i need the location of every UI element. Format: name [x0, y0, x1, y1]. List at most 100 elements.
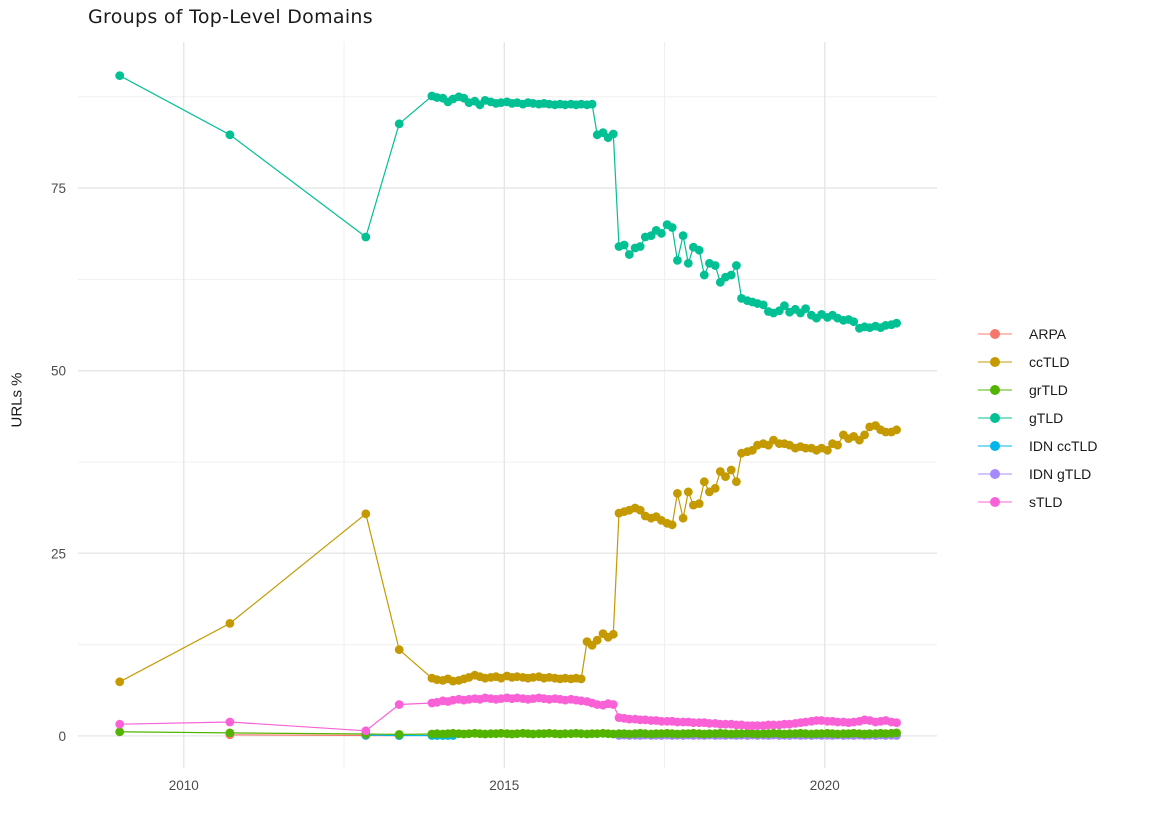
legend-key-gtld-icon	[978, 413, 1012, 423]
series-cctld-point	[361, 509, 371, 519]
series-grtld-point	[225, 728, 235, 738]
legend-item-idn-gtld: IDN gTLD	[977, 460, 1097, 488]
series-gtld-point	[758, 300, 768, 310]
y-tick-label: 50	[51, 364, 66, 379]
legend-item-idn-cctld: IDN ccTLD	[977, 432, 1097, 460]
series-grtld-point	[394, 730, 404, 739]
series-gtld-point	[587, 99, 597, 109]
legend-key-point	[990, 413, 1000, 423]
legend-item-arpa: ARPA	[977, 320, 1097, 348]
legend-item-grtld: grTLD	[977, 376, 1097, 404]
series-cctld-point	[673, 489, 682, 498]
series-cctld-point	[394, 645, 404, 655]
legend-key-cctld-icon	[978, 357, 1012, 367]
series-cctld-point	[115, 677, 125, 687]
legend-key-point	[990, 441, 1000, 451]
x-tick-label: 2010	[169, 778, 199, 793]
series-cctld-point	[667, 520, 677, 530]
y-tick-label: 25	[51, 546, 66, 561]
gridlines-major	[78, 42, 937, 768]
legend-label-gtld: gTLD	[1029, 410, 1064, 426]
chart-title: Groups of Top-Level Domains	[88, 6, 373, 28]
series-gtld-point	[732, 261, 741, 270]
series-cctld-point	[592, 635, 602, 645]
series-grtld-point	[892, 728, 901, 738]
series-stld-point	[892, 718, 901, 728]
series-stld-point	[608, 700, 618, 709]
legend-key-point	[990, 357, 1000, 367]
series-gtld-point	[780, 301, 789, 311]
legend-key-idn-gtld-icon	[978, 469, 1012, 479]
legend-key-idn-cctld-icon	[978, 441, 1012, 451]
series-stld-point	[361, 726, 371, 736]
legend-key-point	[990, 497, 1000, 507]
series-gtld-point	[115, 71, 125, 80]
y-tick-label: 0	[58, 729, 66, 744]
series-gtld-point	[673, 256, 682, 265]
series-cctld-point	[732, 477, 741, 487]
series-stld	[115, 693, 901, 736]
series-cctld-point	[721, 472, 730, 481]
series-gtld-point	[619, 240, 629, 250]
legend-key-point	[990, 469, 1000, 479]
series-cctld-point	[635, 505, 645, 515]
legend-key-grtld-icon	[978, 385, 1012, 395]
axis-tick-labels: 0 25 50 75 2010 2015 2020	[51, 181, 840, 793]
series-cctld-point	[833, 440, 842, 450]
series-cctld-point	[726, 465, 736, 475]
series-gtld-point	[801, 304, 810, 313]
series-gtld	[115, 71, 901, 333]
legend-label-stld: sTLD	[1029, 494, 1063, 510]
series-gtld-point	[624, 250, 634, 259]
series-gtld-point	[635, 242, 645, 251]
series-cctld-point	[699, 477, 709, 487]
series-cctld-point	[608, 629, 618, 639]
series-gtld-point	[892, 318, 901, 328]
series-gtld-point	[225, 130, 235, 140]
series-stld-point	[394, 700, 404, 709]
legend-item-gtld: gTLD	[977, 404, 1097, 432]
series-gtld-point	[694, 245, 704, 255]
y-tick-label: 75	[51, 181, 66, 196]
series-gtld-point	[699, 270, 709, 280]
series-cctld-point	[823, 445, 832, 455]
legend-key-arpa-icon	[978, 329, 1012, 339]
x-tick-label: 2015	[489, 778, 519, 793]
series-cctld-point	[694, 499, 704, 508]
series-grtld-point	[115, 727, 125, 737]
series-stld-point	[115, 719, 125, 729]
series-cctld-point	[678, 513, 688, 523]
series-gtld-point	[710, 261, 720, 270]
legend-key-stld-icon	[978, 497, 1012, 507]
series-stld-point	[225, 717, 235, 727]
series-gtld-point	[849, 317, 859, 327]
series-cctld-point	[576, 674, 586, 684]
series-cctld	[115, 421, 901, 687]
legend-label-arpa: ARPA	[1029, 326, 1067, 342]
series-cctld-point	[892, 425, 901, 435]
series-gtld-point	[394, 119, 404, 129]
series-gtld-point	[667, 223, 677, 232]
legend-label-idn-cctld: IDN ccTLD	[1029, 438, 1098, 454]
series-cctld-point	[683, 487, 693, 497]
series-gtld-point	[608, 129, 618, 139]
legend: ARPA ccTLD grTLD gTLD IDN ccTLD IDN gTLD sTLD	[977, 320, 1097, 516]
legend-item-stld: sTLD	[977, 488, 1097, 516]
legend-key-point	[990, 385, 1000, 395]
legend-label-cctld: ccTLD	[1029, 354, 1070, 370]
legend-key-point	[990, 329, 1000, 339]
series-cctld-point	[860, 430, 869, 440]
series-cctld-point	[225, 619, 235, 628]
legend-label-idn-gtld: IDN gTLD	[1029, 466, 1092, 482]
gridlines-minor	[78, 42, 937, 768]
series-gtld-point	[678, 231, 688, 241]
series-grtld	[115, 727, 901, 739]
legend-item-cctld: ccTLD	[977, 348, 1097, 376]
series-gtld-point	[683, 258, 693, 268]
series-gtld-point	[657, 229, 666, 238]
x-tick-label: 2020	[810, 778, 840, 793]
legend-label-grtld: grTLD	[1029, 382, 1068, 398]
series-gtld-point	[726, 270, 736, 280]
